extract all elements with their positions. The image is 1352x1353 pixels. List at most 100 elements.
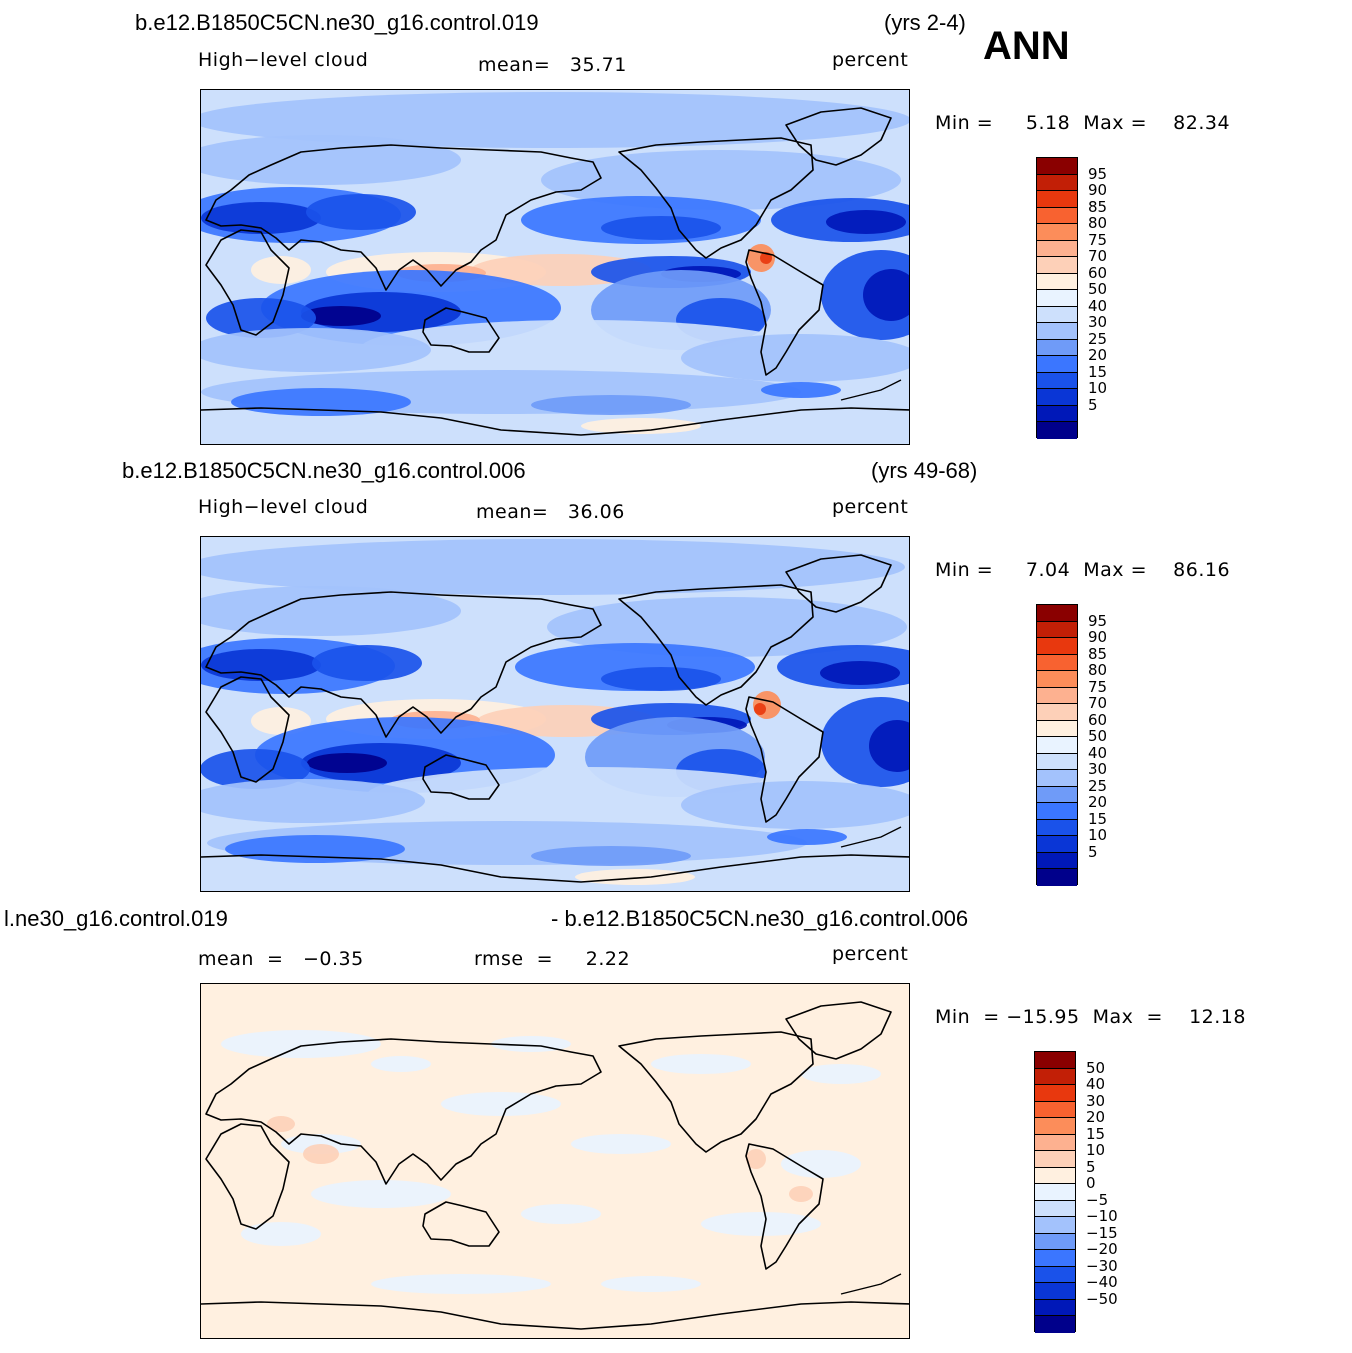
colorbar-swatch — [1037, 737, 1077, 754]
panel3-case-left: l.ne30_g16.control.019 — [4, 906, 228, 931]
colorbar-label: 50 — [1088, 727, 1108, 746]
colorbar-swatch — [1037, 605, 1077, 622]
colorbar-label: 20 — [1086, 1108, 1106, 1127]
colorbar-label: 60 — [1088, 710, 1108, 729]
colorbar-label: 10 — [1088, 826, 1108, 845]
colorbar-swatch — [1037, 704, 1077, 721]
colorbar-label: 75 — [1088, 677, 1108, 696]
colorbar-label: 25 — [1088, 776, 1108, 795]
colorbar-swatch — [1035, 1283, 1075, 1300]
colorbar-label: 25 — [1088, 329, 1108, 348]
colorbar-label: 50 — [1088, 280, 1108, 299]
colorbar-swatch — [1037, 836, 1077, 853]
panel1-mean: mean= 35.71 — [478, 54, 627, 76]
colorbar-label: 30 — [1086, 1091, 1106, 1110]
colorbar-swatch — [1035, 1068, 1075, 1086]
colorbar-swatch — [1037, 240, 1077, 258]
colorbar-label: −5 — [1086, 1190, 1109, 1209]
colorbar-label: 0 — [1086, 1174, 1096, 1193]
colorbar-swatch — [1037, 356, 1077, 373]
colorbar-swatch — [1037, 207, 1077, 225]
colorbar-label: 95 — [1088, 611, 1108, 630]
colorbar-label: 50 — [1086, 1058, 1106, 1077]
colorbar-label: −40 — [1086, 1273, 1118, 1292]
season-label: ANN — [983, 24, 1070, 68]
colorbar-swatch — [1035, 1299, 1075, 1317]
colorbar-label: 85 — [1088, 197, 1108, 216]
colorbar-label: 95 — [1088, 164, 1108, 183]
panel1-minmax: Min = 5.18 Max = 82.34 — [935, 112, 1231, 134]
panel2-years: (yrs 49-68) — [871, 458, 978, 483]
colorbar-swatch — [1037, 422, 1077, 439]
colorbar-swatch — [1035, 1118, 1075, 1135]
colorbar-swatch — [1035, 1250, 1075, 1267]
colorbar-label: 85 — [1088, 644, 1108, 663]
colorbar-label: 70 — [1088, 247, 1108, 266]
colorbar-swatch — [1037, 191, 1077, 208]
colorbar-swatch — [1035, 1200, 1075, 1218]
colorbar-swatch — [1037, 158, 1077, 175]
panel1-map — [200, 89, 910, 445]
colorbar-label: 90 — [1088, 181, 1108, 200]
panel2-variable: High−level cloud — [198, 496, 369, 518]
panel3-minmax: Min = −15.95 Max = 12.18 — [935, 1006, 1246, 1028]
colorbar-swatch — [1037, 638, 1077, 655]
colorbar-label: 10 — [1086, 1141, 1106, 1160]
colorbar-label: 70 — [1088, 694, 1108, 713]
colorbar-label: 10 — [1088, 379, 1108, 398]
colorbar-swatch — [1037, 306, 1077, 324]
panel3-map — [200, 983, 910, 1339]
colorbar-label: −20 — [1086, 1240, 1118, 1259]
colorbar-label: 30 — [1088, 313, 1108, 332]
colorbar-label: −50 — [1086, 1289, 1118, 1308]
panel3-case-right: - b.e12.B1850C5CN.ne30_g16.control.006 — [551, 906, 969, 931]
colorbar-swatch — [1035, 1134, 1075, 1152]
colorbar-swatch — [1037, 273, 1077, 291]
colorbar-swatch — [1037, 720, 1077, 738]
colorbar-swatch — [1037, 753, 1077, 771]
panel1-units: percent — [832, 49, 909, 71]
colorbar-label: 20 — [1088, 346, 1108, 365]
colorbar-label: 15 — [1086, 1124, 1106, 1143]
colorbar-swatch — [1035, 1167, 1075, 1185]
colorbar-label: 40 — [1088, 743, 1108, 762]
colorbar-label: 20 — [1088, 793, 1108, 812]
panel3-mean: mean = −0.35 — [198, 948, 364, 970]
panel2-case-title: b.e12.B1850C5CN.ne30_g16.control.006 — [122, 458, 526, 483]
colorbar-label: 5 — [1088, 395, 1098, 414]
colorbar-label: 5 — [1086, 1157, 1096, 1176]
colorbar-swatch — [1037, 389, 1077, 406]
panel1-years: (yrs 2-4) — [884, 10, 966, 35]
colorbar-swatch — [1037, 290, 1077, 307]
colorbar-label: 30 — [1088, 760, 1108, 779]
colorbar-swatch — [1037, 786, 1077, 804]
panel2-mean: mean= 36.06 — [476, 501, 625, 523]
colorbar-swatch — [1037, 687, 1077, 705]
colorbar-swatch — [1035, 1233, 1075, 1251]
colorbar-swatch — [1037, 770, 1077, 787]
panel2-map — [200, 536, 910, 892]
colorbar-swatch — [1037, 174, 1077, 192]
colorbar-swatch — [1037, 224, 1077, 241]
colorbar-swatch — [1035, 1266, 1075, 1284]
panel2-units: percent — [832, 496, 909, 518]
colorbar-swatch — [1035, 1085, 1075, 1102]
colorbar-label: 80 — [1088, 214, 1108, 233]
colorbar-swatch — [1037, 405, 1077, 423]
colorbar-label: 15 — [1088, 362, 1108, 381]
colorbar-swatch — [1035, 1101, 1075, 1119]
colorbar-label: −15 — [1086, 1223, 1118, 1242]
colorbar-label: 90 — [1088, 628, 1108, 647]
colorbar-swatch — [1037, 852, 1077, 870]
colorbar-swatch — [1035, 1217, 1075, 1234]
colorbar-swatch — [1037, 372, 1077, 390]
colorbar-label: 40 — [1086, 1075, 1106, 1094]
panel3-rmse: rmse = 2.22 — [474, 948, 631, 970]
colorbar-swatch — [1037, 819, 1077, 837]
colorbar-swatch — [1037, 671, 1077, 688]
colorbar-label: 80 — [1088, 661, 1108, 680]
panel2-minmax: Min = 7.04 Max = 86.16 — [935, 559, 1231, 581]
colorbar-swatch — [1035, 1151, 1075, 1168]
colorbar-label: 75 — [1088, 230, 1108, 249]
colorbar-label: 40 — [1088, 296, 1108, 315]
